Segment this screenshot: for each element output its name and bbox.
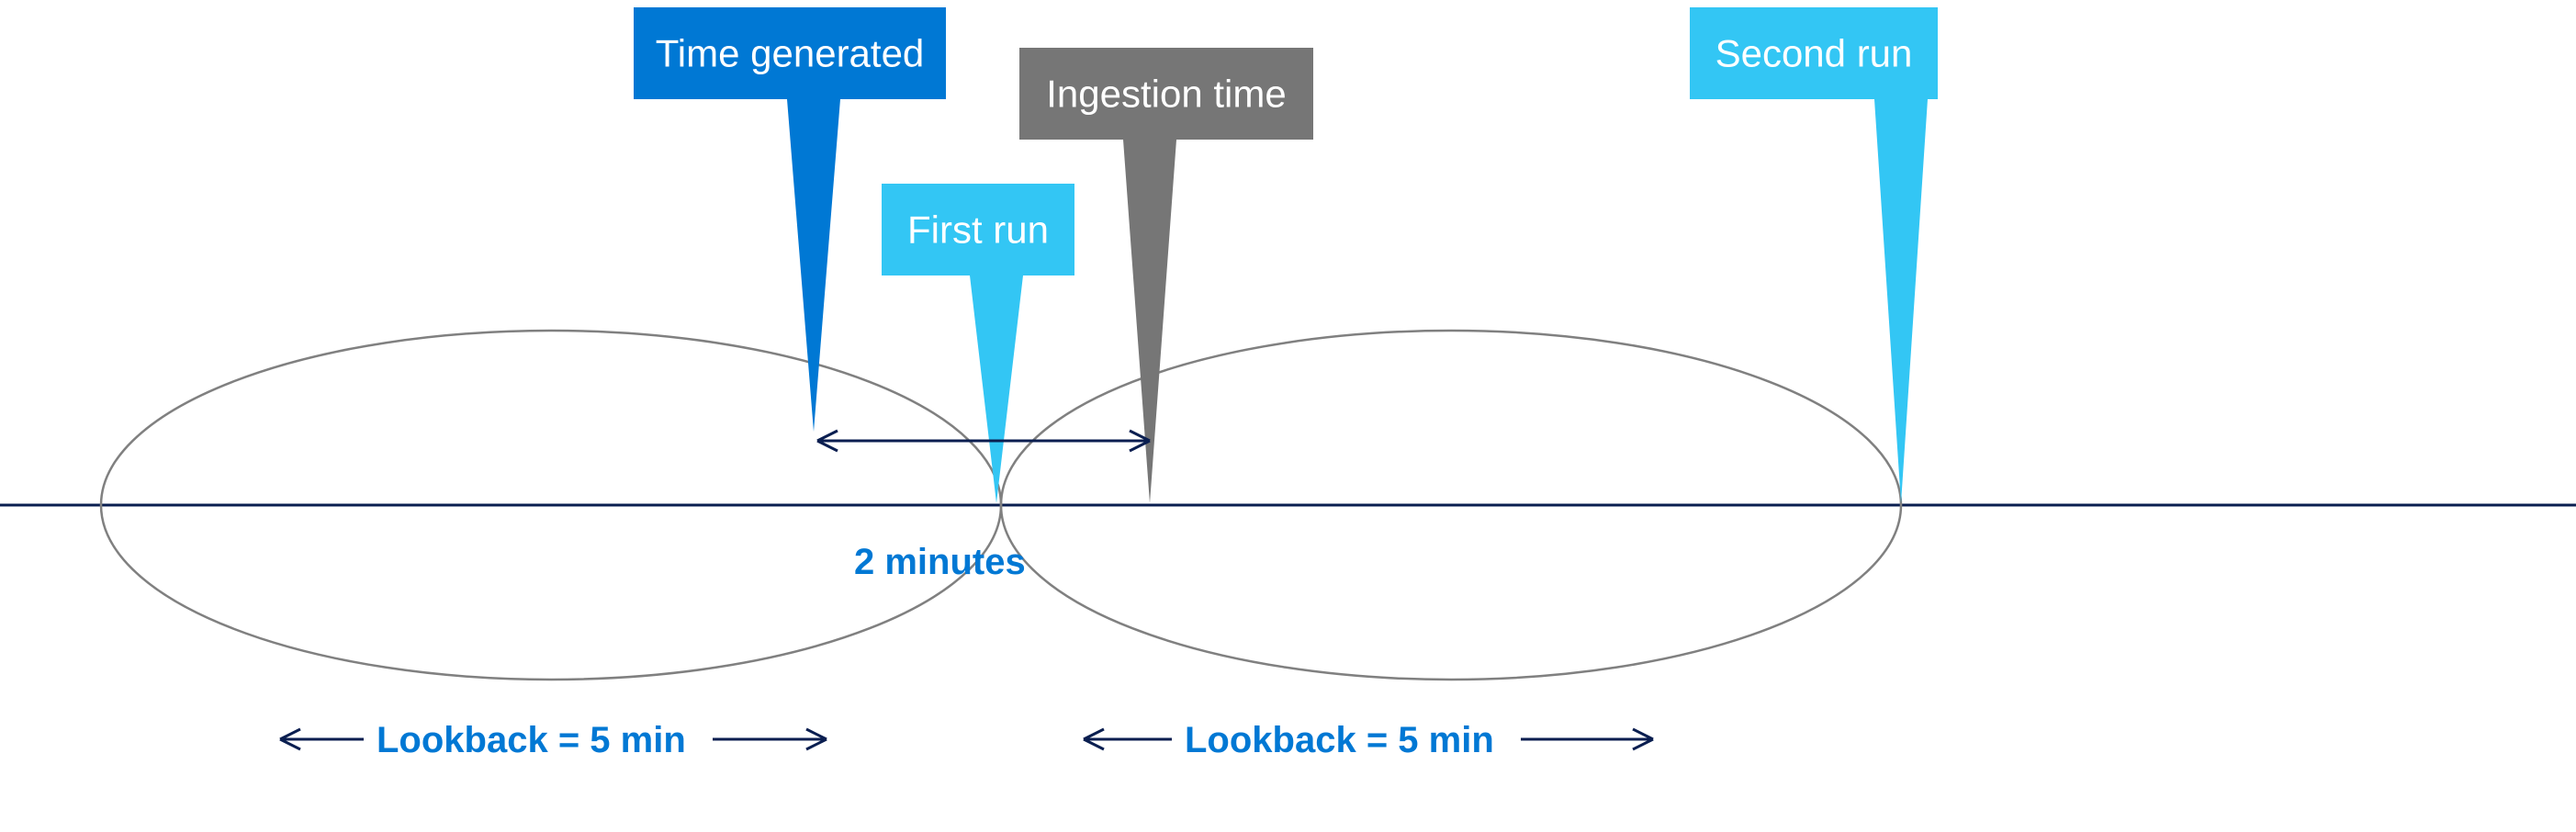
first_run-callout: First run: [882, 184, 1074, 503]
lookback-right: Lookback = 5 min: [1084, 720, 1653, 760]
second_run-label: Second run: [1715, 32, 1913, 75]
gap-arrow: [817, 431, 1150, 451]
lookback-left: Lookback = 5 min: [280, 720, 827, 760]
lookback-right-label: Lookback = 5 min: [1185, 720, 1494, 760]
ingestion_time-label: Ingestion time: [1046, 73, 1286, 116]
first_run-label: First run: [907, 208, 1049, 252]
second_run-callout: Second run: [1690, 7, 1938, 503]
lookback-left-label: Lookback = 5 min: [377, 720, 686, 760]
time_generated-label: Time generated: [656, 32, 925, 75]
gap-label: 2 minutes: [854, 542, 1026, 582]
